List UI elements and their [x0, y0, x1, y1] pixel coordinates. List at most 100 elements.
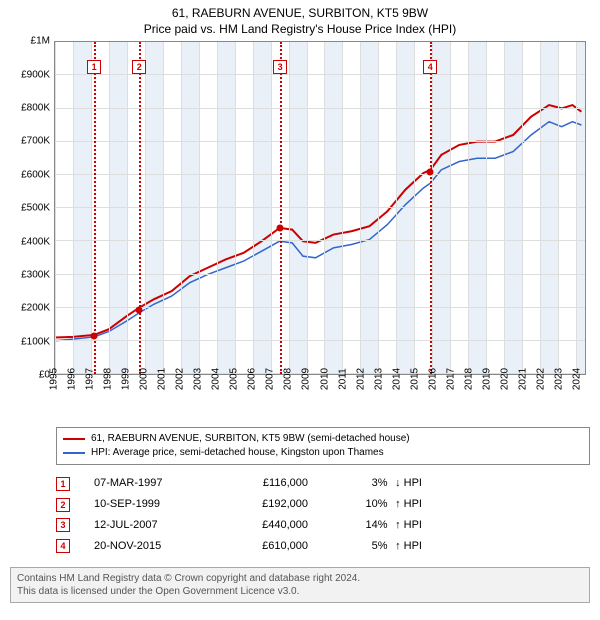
legend-row-hpi: HPI: Average price, semi-detached house,… [63, 446, 583, 460]
events-table: 107-MAR-1997£116,0003% ↓ HPI210-SEP-1999… [56, 473, 590, 557]
event-row-1: 107-MAR-1997£116,0003% ↓ HPI [56, 473, 590, 494]
gridline-h [55, 74, 585, 75]
gridline-v [540, 42, 541, 374]
x-tick-label: 2023 [553, 368, 564, 390]
x-tick-label: 2009 [301, 368, 312, 390]
event-marker-box-4: 4 [423, 60, 437, 74]
gridline-v [163, 42, 164, 374]
gridline-v [109, 42, 110, 374]
gridline-v [342, 42, 343, 374]
x-tick-label: 2018 [463, 368, 474, 390]
gridline-v [145, 42, 146, 374]
event-marker-box-3: 3 [273, 60, 287, 74]
event-row-price: £440,000 [228, 515, 308, 536]
gridline-v [289, 42, 290, 374]
legend-row-property: 61, RAEBURN AVENUE, SURBITON, KT5 9BW (s… [63, 432, 583, 446]
gridline-v [504, 42, 505, 374]
x-tick-label: 2012 [355, 368, 366, 390]
event-line-3 [280, 42, 282, 374]
gridline-v [414, 42, 415, 374]
event-line-4 [430, 42, 432, 374]
title-line2: Price paid vs. HM Land Registry's House … [0, 22, 600, 38]
x-tick-label: 1996 [67, 368, 78, 390]
gridline-h [55, 207, 585, 208]
gridline-v [235, 42, 236, 374]
plot-area: 1234 [54, 41, 586, 375]
gridline-v [91, 42, 92, 374]
gridline-v [450, 42, 451, 374]
x-tick-label: 1995 [49, 368, 60, 390]
y-tick-label: £100K [10, 336, 50, 347]
event-row-4: 420-NOV-2015£610,0005% ↑ HPI [56, 536, 590, 557]
x-tick-label: 2000 [139, 368, 150, 390]
gridline-v [324, 42, 325, 374]
legend-label-hpi: HPI: Average price, semi-detached house,… [91, 446, 384, 460]
x-tick-label: 2024 [571, 368, 582, 390]
x-tick-label: 2004 [211, 368, 222, 390]
event-row-pct: 5% ↑ HPI [332, 536, 422, 557]
x-tick-label: 2003 [193, 368, 204, 390]
x-tick-label: 2021 [517, 368, 528, 390]
x-tick-label: 2001 [157, 368, 168, 390]
gridline-v [199, 42, 200, 374]
x-tick-label: 2014 [391, 368, 402, 390]
gridline-v [271, 42, 272, 374]
gridline-v [576, 42, 577, 374]
y-tick-label: £200K [10, 303, 50, 314]
gridline-v [468, 42, 469, 374]
event-row-date: 20-NOV-2015 [94, 536, 204, 557]
series-hpi [55, 122, 581, 341]
event-marker-box-1: 1 [87, 60, 101, 74]
gridline-h [55, 307, 585, 308]
gridline-v [432, 42, 433, 374]
x-tick-label: 2017 [445, 368, 456, 390]
gridline-v [307, 42, 308, 374]
x-tick-label: 2016 [427, 368, 438, 390]
title-line1: 61, RAEBURN AVENUE, SURBITON, KT5 9BW [0, 6, 600, 22]
line-series-svg [55, 42, 585, 374]
event-point-4 [427, 168, 434, 175]
gridline-h [55, 141, 585, 142]
x-tick-label: 2002 [175, 368, 186, 390]
y-tick-label: £700K [10, 136, 50, 147]
license-line1: Contains HM Land Registry data © Crown c… [17, 572, 583, 585]
legend-swatch-hpi [63, 452, 85, 454]
event-point-1 [91, 332, 98, 339]
event-row-num: 2 [56, 498, 70, 512]
x-tick-label: 1997 [85, 368, 96, 390]
legend-swatch-property [63, 438, 85, 440]
event-row-num: 1 [56, 477, 70, 491]
y-tick-label: £300K [10, 270, 50, 281]
event-row-date: 07-MAR-1997 [94, 473, 204, 494]
x-tick-label: 2022 [535, 368, 546, 390]
gridline-v [73, 42, 74, 374]
gridline-v [360, 42, 361, 374]
gridline-v [217, 42, 218, 374]
event-row-num: 3 [56, 518, 70, 532]
y-tick-label: £800K [10, 103, 50, 114]
x-tick-label: 2019 [481, 368, 492, 390]
event-line-1 [94, 42, 96, 374]
event-row-price: £610,000 [228, 536, 308, 557]
gridline-v [253, 42, 254, 374]
gridline-h [55, 41, 585, 42]
x-tick-label: 2006 [247, 368, 258, 390]
x-tick-label: 2005 [229, 368, 240, 390]
gridline-v [522, 42, 523, 374]
y-tick-label: £600K [10, 169, 50, 180]
x-tick-label: 1998 [103, 368, 114, 390]
gridline-v [55, 42, 56, 374]
x-tick-label: 2013 [373, 368, 384, 390]
x-axis: 1995199619971998199920002001200220032004… [54, 375, 586, 421]
event-row-price: £116,000 [228, 473, 308, 494]
gridline-h [55, 174, 585, 175]
event-row-price: £192,000 [228, 494, 308, 515]
gridline-v [486, 42, 487, 374]
event-line-2 [139, 42, 141, 374]
x-tick-label: 2010 [319, 368, 330, 390]
event-point-2 [136, 307, 143, 314]
gridline-v [127, 42, 128, 374]
x-tick-label: 2020 [499, 368, 510, 390]
gridline-h [55, 340, 585, 341]
gridline-v [378, 42, 379, 374]
